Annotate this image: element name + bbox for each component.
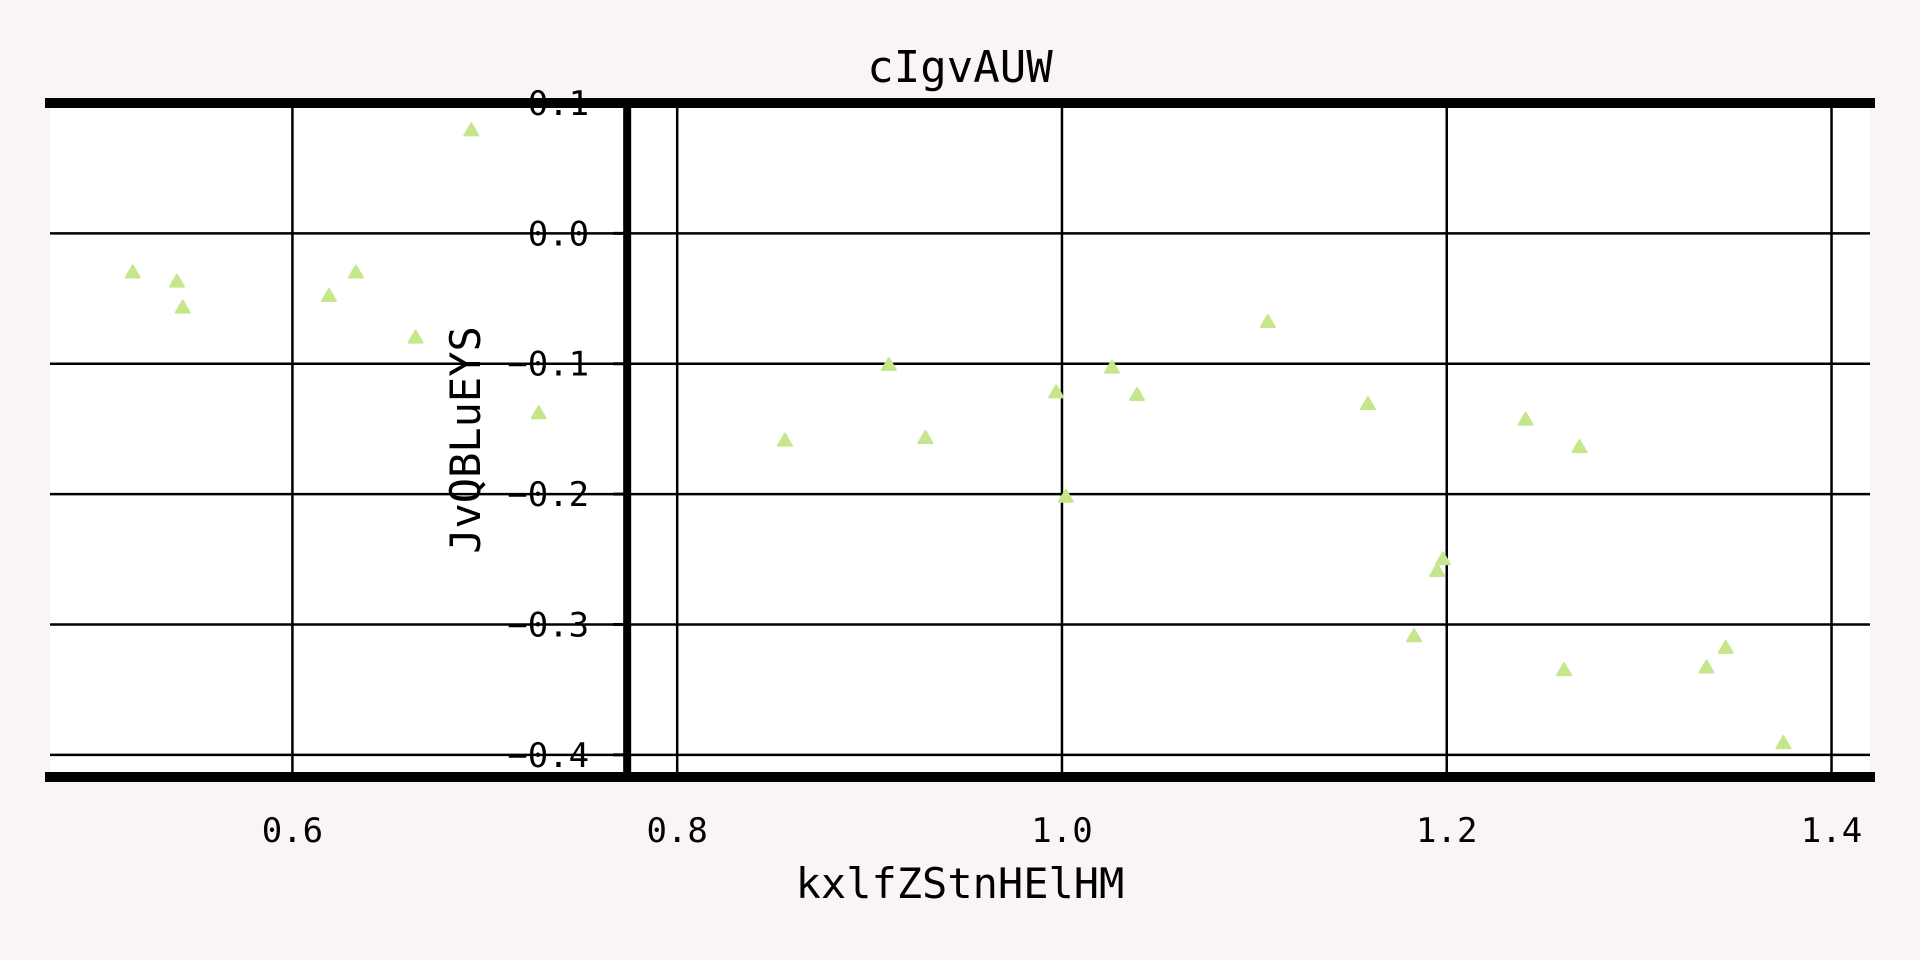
x-tick-label: 1.4: [1801, 811, 1862, 851]
data-point: [168, 273, 185, 288]
data-point: [407, 329, 424, 344]
y-tick-label: −0.4: [507, 736, 589, 776]
data-point: [1103, 359, 1120, 374]
data-point: [124, 264, 141, 279]
data-point: [1048, 384, 1065, 399]
x-tick-label: 1.2: [1416, 811, 1477, 851]
chart-title: cIgvAUW: [867, 42, 1053, 93]
data-point: [1359, 396, 1376, 411]
grid-lines: [50, 101, 1870, 777]
y-tick-label: −0.2: [507, 475, 589, 515]
y-tick-label: −0.3: [507, 605, 589, 645]
data-point: [1129, 387, 1145, 402]
data-point: [463, 122, 480, 137]
x-tick-label: 0.8: [646, 811, 707, 851]
x-tick-label: 0.6: [262, 811, 323, 851]
data-points: [124, 122, 1792, 750]
y-tick-label: 0.1: [528, 84, 589, 124]
x-tick-label: 1.0: [1031, 811, 1092, 851]
data-point: [1434, 551, 1451, 566]
data-point: [174, 299, 191, 314]
x-axis-title: kxlfZStnHElHM: [796, 859, 1125, 908]
y-axis-title: JvQBLuEYS: [441, 326, 490, 554]
data-point: [347, 264, 364, 279]
y-tick-label: 0.0: [528, 214, 589, 254]
data-point: [1775, 735, 1792, 750]
data-point: [320, 287, 337, 302]
x-tick-labels: 0.6 0.8 1.0 1.2 1.4: [262, 811, 1863, 851]
y-tick-labels: 0.1 0.0 −0.1 −0.2 −0.3 −0.4: [507, 84, 589, 776]
data-point: [1571, 439, 1588, 454]
data-point: [1698, 659, 1715, 674]
y-tick-label: −0.1: [507, 345, 589, 385]
plot-area: [50, 103, 1870, 777]
data-point: [1259, 314, 1276, 329]
data-point: [1406, 628, 1423, 643]
data-point: [776, 432, 793, 447]
data-point: [530, 405, 547, 420]
data-point: [1517, 411, 1534, 426]
data-point: [1717, 639, 1734, 654]
data-point: [880, 357, 897, 372]
data-point: [917, 430, 934, 445]
data-point: [1556, 662, 1573, 677]
data-point: [1429, 563, 1446, 578]
axis-spines: [45, 98, 1875, 782]
data-point: [1057, 488, 1074, 503]
